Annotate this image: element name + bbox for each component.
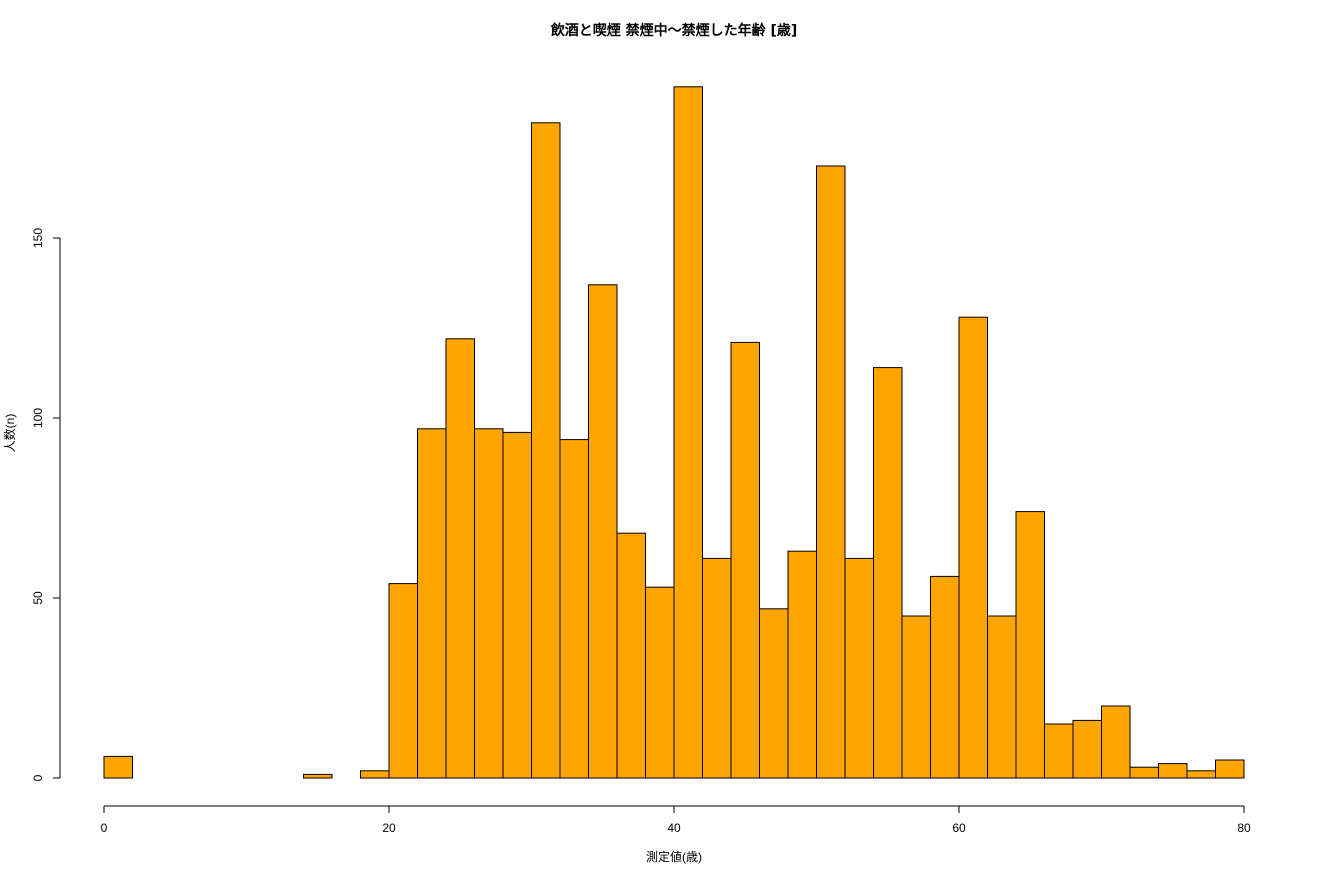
histogram-bar xyxy=(958,316,988,779)
histogram-bar xyxy=(645,586,675,779)
histogram-bar xyxy=(616,532,646,779)
x-tick-label: 80 xyxy=(1237,821,1251,835)
histogram-bar xyxy=(588,284,618,779)
histogram-bar xyxy=(445,338,475,779)
y-tick-label: 150 xyxy=(31,228,45,248)
histogram-bar xyxy=(1129,766,1159,779)
histogram-bar xyxy=(987,615,1017,779)
histogram-bar xyxy=(1044,723,1074,779)
histogram-bar xyxy=(702,557,732,779)
histogram-bar xyxy=(844,557,874,779)
histogram-bar xyxy=(873,367,903,779)
y-axis: 0 50 100 150 xyxy=(31,228,61,781)
histogram-bar xyxy=(303,773,333,779)
y-tick-label: 100 xyxy=(31,408,45,428)
histogram-bar xyxy=(1072,719,1102,779)
x-tick-label: 20 xyxy=(382,821,396,835)
histogram-bar xyxy=(360,770,390,779)
x-axis-label: 測定値(歳) xyxy=(646,849,702,864)
histogram-bar xyxy=(730,341,760,779)
histogram-bar xyxy=(787,550,817,779)
y-axis-label: 人数(n) xyxy=(2,414,17,453)
histogram-bar xyxy=(930,575,960,779)
x-tick-label: 40 xyxy=(667,821,681,835)
histogram-bar xyxy=(1101,705,1131,779)
histogram-bar xyxy=(673,86,703,779)
histogram-bar xyxy=(417,428,447,779)
y-tick-label: 50 xyxy=(31,591,45,605)
bars-group xyxy=(103,86,1245,779)
histogram-bar xyxy=(559,439,589,779)
histogram-bar xyxy=(531,122,561,779)
histogram-bar xyxy=(1158,763,1188,779)
x-axis: 0 20 40 60 80 xyxy=(101,805,1251,835)
chart-title: 飲酒と喫煙 禁煙中〜禁煙した年齢 [歳] xyxy=(550,22,798,39)
histogram-bar xyxy=(1215,759,1245,779)
histogram-bar xyxy=(901,615,931,779)
histogram-bar xyxy=(1015,511,1045,779)
histogram-bar xyxy=(103,755,133,779)
histogram-bar xyxy=(474,428,504,779)
histogram-bar xyxy=(759,608,789,779)
histogram-bar xyxy=(1186,770,1216,779)
x-tick-label: 0 xyxy=(101,821,108,835)
histogram-bar xyxy=(388,583,418,779)
x-tick-label: 60 xyxy=(952,821,966,835)
y-tick-label: 0 xyxy=(31,774,45,781)
histogram-bar xyxy=(502,431,532,779)
histogram-bar xyxy=(816,165,846,779)
